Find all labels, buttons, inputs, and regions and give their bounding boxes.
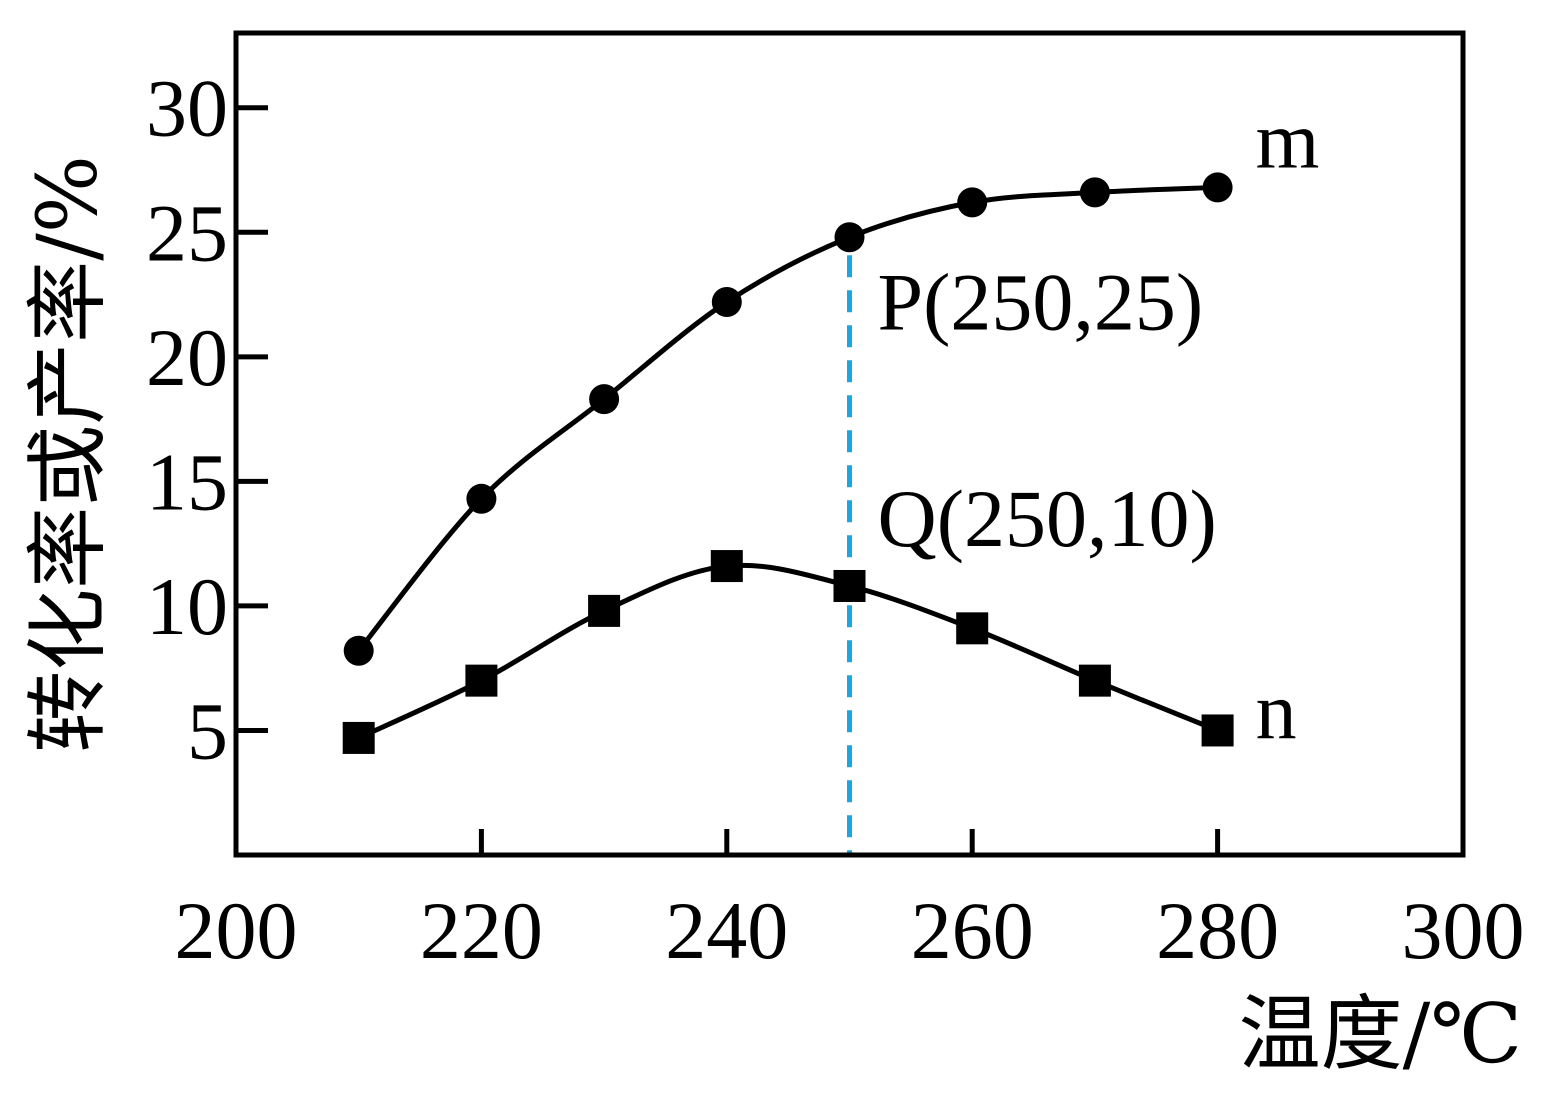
data-point-m-240 bbox=[711, 287, 742, 318]
x-tick-label-220: 220 bbox=[420, 885, 543, 976]
x-axis-title: 温度/℃ bbox=[1239, 987, 1522, 1082]
y-tick-label-20: 20 bbox=[146, 312, 228, 403]
y-tick-label-5: 5 bbox=[187, 685, 228, 776]
data-point-m-280 bbox=[1202, 172, 1233, 203]
marker-layer bbox=[342, 172, 1234, 754]
x-tick-label-240: 240 bbox=[665, 885, 788, 976]
y-tick-label-30: 30 bbox=[146, 63, 228, 154]
plot-frame bbox=[233, 30, 1466, 858]
y-tick-label-10: 10 bbox=[146, 561, 228, 652]
annotation-1: Q(250,10) bbox=[878, 473, 1217, 564]
data-point-n-250 bbox=[833, 569, 866, 602]
data-point-m-230 bbox=[589, 384, 620, 415]
data-point-n-280 bbox=[1201, 714, 1234, 747]
y-axis-title: 转化率或产率/% bbox=[21, 155, 116, 753]
series-label-m: m bbox=[1256, 94, 1320, 185]
x-tick-label-280: 280 bbox=[1156, 885, 1279, 976]
data-point-m-250 bbox=[834, 222, 865, 253]
data-point-m-260 bbox=[957, 187, 988, 218]
tick-layer bbox=[236, 105, 1221, 855]
data-point-m-210 bbox=[343, 635, 374, 666]
series-line-n bbox=[357, 562, 1219, 741]
data-point-m-270 bbox=[1079, 177, 1110, 208]
series-label-n: n bbox=[1256, 665, 1297, 756]
data-point-n-230 bbox=[588, 594, 621, 627]
x-tick-label-300: 300 bbox=[1402, 885, 1525, 976]
label-layer: 5 10 15 20 25 30 200 220 240 260 280 300 m n P(250,25)… bbox=[146, 63, 1525, 976]
annotation-0: P(250,25) bbox=[878, 256, 1204, 347]
data-point-n-220 bbox=[465, 664, 498, 697]
x-tick-label-200: 200 bbox=[175, 885, 298, 976]
data-point-n-210 bbox=[342, 721, 375, 754]
y-tick-label-25: 25 bbox=[146, 187, 228, 278]
x-tick-label-260: 260 bbox=[911, 885, 1034, 976]
data-point-m-220 bbox=[466, 483, 497, 514]
data-point-n-240 bbox=[710, 550, 743, 583]
y-tick-label-15: 15 bbox=[146, 436, 228, 527]
data-point-n-260 bbox=[956, 612, 989, 645]
data-point-n-270 bbox=[1078, 664, 1111, 697]
